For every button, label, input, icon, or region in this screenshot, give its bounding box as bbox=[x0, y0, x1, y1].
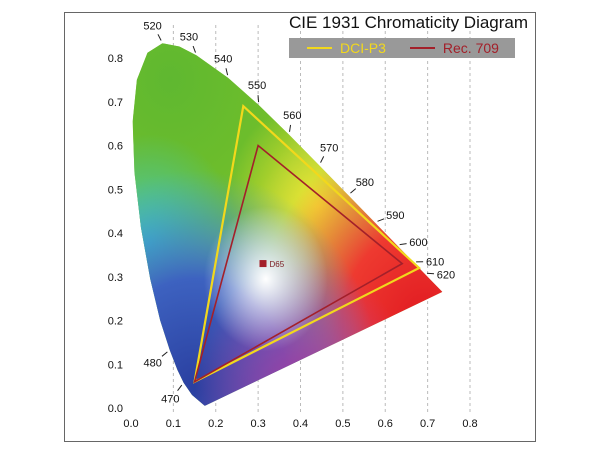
y-tick-label: 0.2 bbox=[108, 316, 123, 328]
wavelength-tick bbox=[399, 243, 407, 246]
wavelength-label: 550 bbox=[248, 80, 266, 92]
x-tick-label: 0.3 bbox=[250, 418, 265, 430]
gamut-triangle-dcip3 bbox=[193, 103, 422, 384]
wavelength-tick bbox=[192, 45, 196, 53]
x-tick-label: 0.1 bbox=[166, 418, 181, 430]
wavelength-label: 520 bbox=[143, 20, 161, 32]
white-point-marker bbox=[259, 260, 267, 268]
x-tick-label: 0.0 bbox=[123, 418, 138, 430]
legend-label-rec709: Rec. 709 bbox=[442, 40, 499, 56]
wavelength-tick bbox=[157, 34, 162, 41]
white-point-label: D65 bbox=[270, 260, 285, 269]
y-tick-label: 0.4 bbox=[108, 228, 123, 240]
legend-label-dci-p3: DCI-P3 bbox=[340, 40, 386, 56]
y-tick-label: 0.3 bbox=[108, 272, 123, 284]
legend-line-rec709 bbox=[409, 47, 435, 49]
x-tick-label: 0.5 bbox=[335, 418, 350, 430]
wavelength-tick bbox=[350, 188, 357, 194]
wavelength-label: 540 bbox=[214, 54, 232, 66]
legend-item-rec709: Rec. 709 bbox=[409, 40, 499, 56]
chart-frame bbox=[64, 12, 536, 442]
y-tick-label: 0.6 bbox=[108, 141, 123, 153]
y-tick-label: 0.0 bbox=[108, 403, 123, 415]
wavelength-label: 470 bbox=[161, 394, 179, 406]
x-tick-label: 0.4 bbox=[293, 418, 308, 430]
wavelength-tick bbox=[161, 351, 168, 357]
gamut-triangle-rec709 bbox=[193, 144, 404, 384]
x-tick-label: 0.2 bbox=[208, 418, 223, 430]
wavelength-label: 620 bbox=[437, 269, 455, 281]
y-tick-label: 0.5 bbox=[108, 184, 123, 196]
y-tick-label: 0.7 bbox=[108, 97, 123, 109]
wavelength-label: 570 bbox=[320, 142, 338, 154]
wavelength-label: 560 bbox=[283, 110, 301, 122]
wavelength-label: 600 bbox=[409, 237, 427, 249]
wavelength-tick bbox=[177, 384, 183, 391]
spectral-locus-fill bbox=[132, 43, 443, 406]
wavelength-label: 610 bbox=[426, 257, 444, 269]
wavelength-tick bbox=[289, 124, 292, 132]
wavelength-label: 480 bbox=[144, 358, 162, 370]
wavelength-tick bbox=[257, 95, 260, 103]
wavelength-label: 590 bbox=[386, 210, 404, 222]
legend: DCI-P3 Rec. 709 bbox=[289, 38, 515, 58]
legend-item-dci-p3: DCI-P3 bbox=[307, 40, 386, 56]
wavelength-tick bbox=[320, 156, 325, 163]
wavelength-label: 530 bbox=[180, 32, 198, 44]
chart-title: CIE 1931 Chromaticity Diagram bbox=[289, 13, 529, 32]
legend-line-dci-p3 bbox=[307, 47, 332, 49]
x-tick-label: 0.6 bbox=[378, 418, 393, 430]
y-tick-label: 0.1 bbox=[108, 359, 123, 371]
x-tick-label: 0.7 bbox=[420, 418, 435, 430]
wavelength-label: 580 bbox=[356, 177, 374, 189]
wavelength-tick bbox=[225, 68, 229, 76]
y-tick-label: 0.8 bbox=[108, 53, 123, 65]
x-tick-label: 0.8 bbox=[462, 418, 477, 430]
wavelength-tick bbox=[377, 218, 385, 222]
